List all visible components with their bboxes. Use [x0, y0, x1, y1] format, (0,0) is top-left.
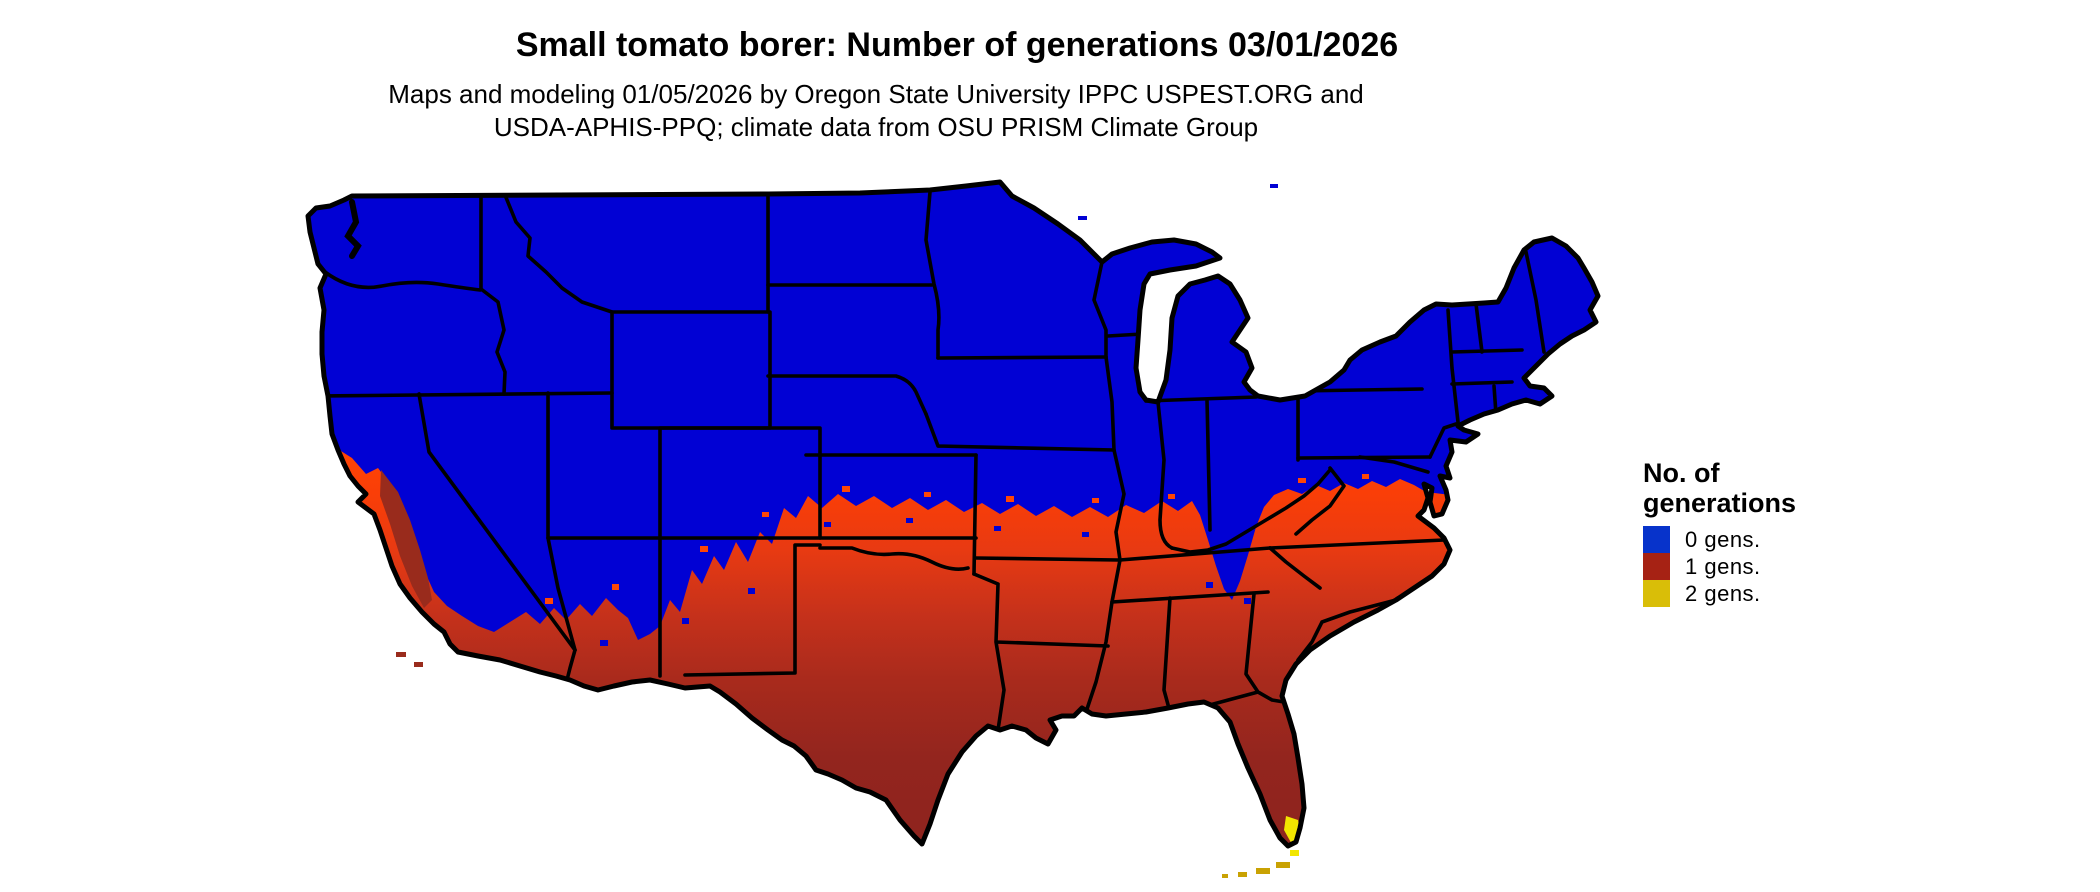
state-borders [318, 190, 1546, 732]
legend-title: No. of generations [1643, 458, 1863, 518]
offshore-islands [396, 184, 1278, 667]
legend-swatch-0-gens [1643, 526, 1670, 553]
legend-item-0-gens: 0 gens. [1643, 526, 1863, 553]
legend-swatch-2-gens [1643, 580, 1670, 607]
raster-noise-speckles [430, 470, 1369, 646]
map-subtitle: Maps and modeling 01/05/2026 by Oregon S… [388, 78, 1364, 144]
puget-sound-inlet [344, 199, 362, 259]
legend-label-0-gens: 0 gens. [1685, 526, 1761, 552]
legend-item-2-gens: 2 gens. [1643, 580, 1863, 607]
conus-outline [305, 179, 1601, 849]
legend-title-line-2: generations [1643, 488, 1797, 518]
subtitle-line-2: USDA-APHIS-PPQ; climate data from OSU PR… [493, 112, 1259, 142]
florida-keys [1222, 850, 1299, 878]
legend-title-line-1: No. of [1643, 458, 1720, 488]
legend-label-2-gens: 2 gens. [1685, 580, 1761, 606]
subtitle-line-1: Maps and modeling 01/05/2026 by Oregon S… [388, 79, 1364, 109]
california-valley-patch [380, 470, 432, 608]
legend-label-1-gens: 1 gens. [1685, 553, 1761, 579]
legend-swatch-1-gens [1643, 553, 1670, 580]
legend-item-1-gens: 1 gens. [1643, 553, 1863, 580]
page-title: Small tomato borer: Number of generation… [515, 26, 1399, 64]
legend: No. of generations 0 gens. 1 gens. 2 gen… [1643, 458, 1863, 607]
